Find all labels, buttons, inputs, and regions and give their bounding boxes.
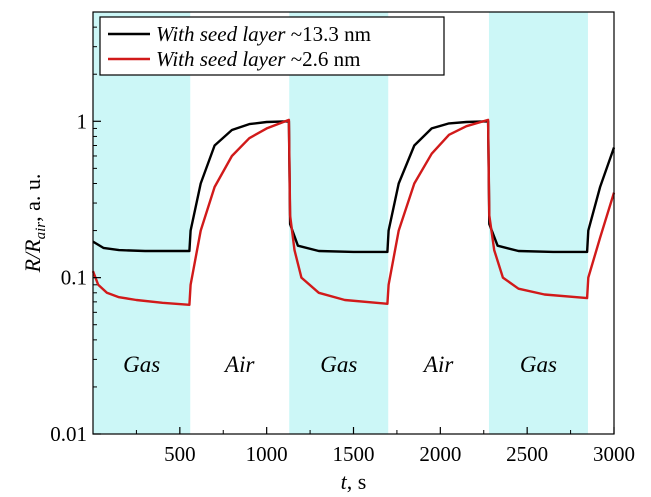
region-label-air: Air xyxy=(223,352,255,377)
y-tick-label: 0.01 xyxy=(50,422,87,446)
gas-region-shade xyxy=(93,12,191,434)
region-shading-group xyxy=(93,12,588,434)
region-label-air: Air xyxy=(422,352,454,377)
region-label-group: Gas Air Gas Air Gas xyxy=(123,352,557,377)
legend-box xyxy=(99,16,445,76)
series-line-1 xyxy=(92,120,616,254)
x-tick-label: 1000 xyxy=(246,442,288,466)
series-line-2 xyxy=(91,118,616,306)
x-tick-label: 1500 xyxy=(333,442,375,466)
x-tick-label: 500 xyxy=(164,442,196,466)
x-tick-label: 2000 xyxy=(419,442,461,466)
legend-label-2: With seed layer ~2.6 nm xyxy=(156,47,360,71)
region-label-gas: Gas xyxy=(320,352,357,377)
series-lines-group xyxy=(91,118,616,306)
x-tick-label: 2500 xyxy=(506,442,548,466)
x-axis-title: t, s xyxy=(341,469,367,494)
y-axis-title: R/Rair, a. u. xyxy=(20,174,49,274)
y-tick-label: 0.1 xyxy=(61,266,87,290)
axis-titles: t, s R/Rair, a. u. xyxy=(20,174,366,494)
x-tick-label: 3000 xyxy=(593,442,635,466)
legend-label-1: With seed layer ~13.3 nm xyxy=(156,22,371,46)
region-label-gas: Gas xyxy=(123,352,160,377)
gas-region-shade xyxy=(289,12,389,434)
ticks-group: 500 1000 1500 2000 2500 3000 0.01 0.1 1 xyxy=(50,11,635,466)
gas-region-shade xyxy=(488,12,588,434)
region-label-gas: Gas xyxy=(520,352,557,377)
y-tick-label: 1 xyxy=(77,109,88,133)
